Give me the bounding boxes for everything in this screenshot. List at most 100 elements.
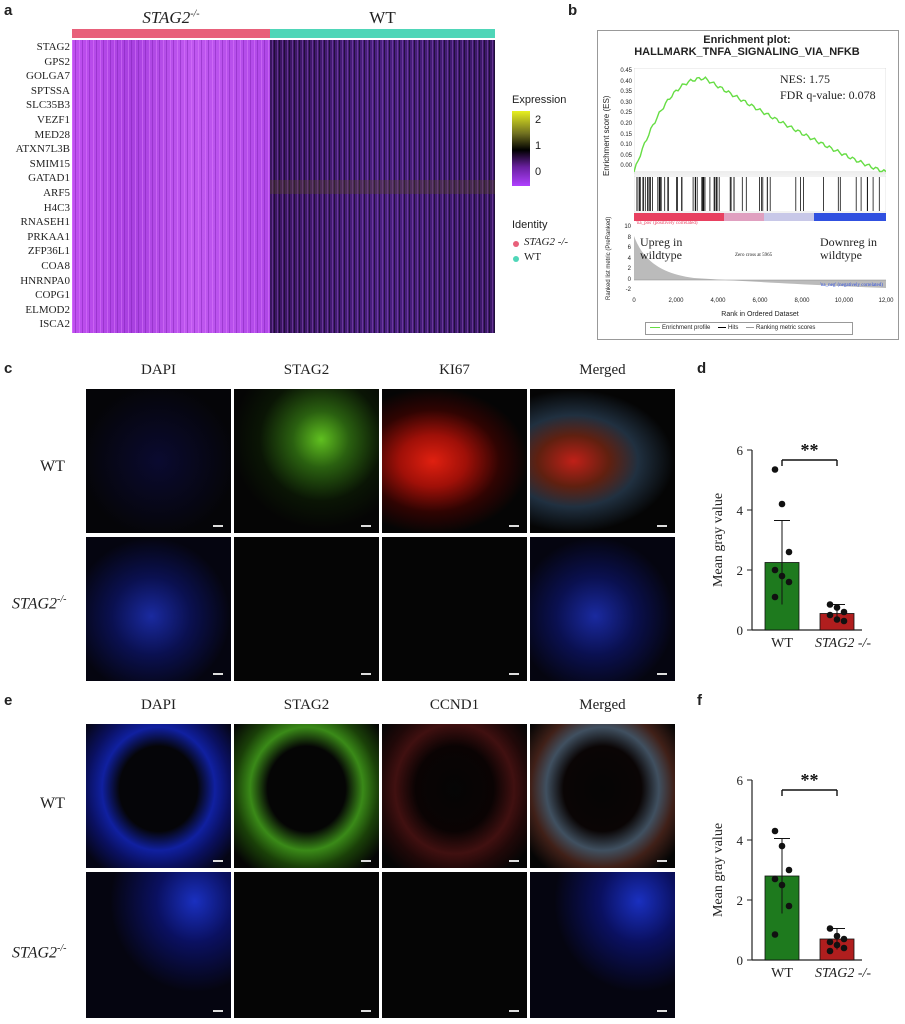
group-stag2-text: STAG2 bbox=[142, 8, 191, 27]
data-point bbox=[826, 611, 834, 619]
data-point bbox=[771, 566, 779, 574]
hits-area bbox=[634, 175, 886, 213]
gene-label: ARF5 bbox=[43, 187, 70, 199]
y-tick-label: 6 bbox=[737, 443, 744, 458]
data-point bbox=[785, 866, 793, 874]
expression-colorbar bbox=[512, 111, 530, 186]
data-point bbox=[833, 616, 841, 623]
es-tick-label: 0.35 bbox=[620, 89, 632, 96]
rank-bar-mid2 bbox=[764, 213, 814, 221]
c-row-stag2-text: STAG2 bbox=[12, 595, 58, 613]
data-point bbox=[785, 578, 793, 586]
data-point bbox=[840, 608, 848, 616]
c-col-stag2: STAG2 bbox=[283, 362, 330, 378]
gsea-x-label: Rank in Ordered Dataset bbox=[721, 311, 799, 318]
e-row-stag2-text: STAG2 bbox=[12, 944, 58, 962]
data-point bbox=[778, 572, 786, 580]
ranking-metric-area bbox=[634, 236, 886, 288]
enrichment-profile-line bbox=[634, 76, 886, 173]
e-wt-merged-image bbox=[530, 724, 675, 868]
category-label: STAG2 -/- bbox=[815, 636, 871, 651]
downreg-label: Downreg in wildtype bbox=[820, 235, 877, 262]
na-neg-label: 'na_neg' (negatively correlated) bbox=[820, 283, 883, 288]
gsea-x-tick-label: 0 bbox=[632, 298, 636, 304]
e-wt-dapi-image bbox=[86, 724, 231, 868]
identity-dot-stag2 bbox=[513, 241, 519, 247]
legend-profile-text: Enrichment profile bbox=[662, 325, 711, 331]
group-stag2-sup: -/- bbox=[190, 8, 200, 20]
data-point bbox=[826, 925, 834, 932]
c-col-ki67: KI67 bbox=[439, 362, 470, 378]
rank-tick-label: 2 bbox=[627, 266, 631, 272]
legend-tick-2: 2 bbox=[535, 114, 542, 126]
c-col-merged: Merged bbox=[579, 362, 626, 378]
c-ko-stag2-image bbox=[234, 537, 379, 681]
y-tick-label: 0 bbox=[737, 623, 744, 638]
c-row-stag2: STAG2-/- bbox=[12, 594, 67, 613]
rank-bar-pos bbox=[634, 213, 724, 221]
es-tick-label: 0.30 bbox=[620, 99, 632, 106]
identity-bar-wt bbox=[270, 29, 495, 38]
data-point bbox=[778, 500, 786, 508]
gene-label: ZFP36L1 bbox=[27, 245, 70, 258]
panel-b-label: b bbox=[568, 2, 578, 19]
gene-label: RNASEH1 bbox=[20, 216, 70, 229]
panel-a-label: a bbox=[4, 2, 13, 19]
gsea-x-tick-label: 12,00 bbox=[878, 298, 894, 304]
identity-item-wt: WT bbox=[524, 251, 542, 263]
c-ko-ki67-image bbox=[382, 537, 527, 681]
e-wt-ccnd1-image bbox=[382, 724, 527, 868]
data-point bbox=[826, 947, 834, 955]
e-col-ccnd1: CCND1 bbox=[429, 697, 480, 713]
panel-f-label: f bbox=[697, 692, 702, 709]
data-point bbox=[840, 935, 848, 943]
identity-item-stag2: STAG2 -/- bbox=[524, 236, 569, 248]
chart-d: 0 2 4 6 Mean gray value WT STAG2 -/- ** bbox=[711, 440, 871, 651]
c-ko-dapi-image bbox=[86, 537, 231, 681]
panel-d-label: d bbox=[697, 360, 707, 377]
c-row-wt: WT bbox=[40, 458, 65, 475]
data-point bbox=[826, 938, 834, 946]
panel-e-label: e bbox=[4, 692, 13, 709]
na-pos-label: 'na_pos' (positively correlated) bbox=[636, 221, 698, 226]
y-tick-label: 2 bbox=[737, 563, 744, 578]
e-row-stag2-sup: -/- bbox=[57, 943, 67, 954]
c-col-dapi: DAPI bbox=[140, 362, 176, 378]
es-tick-label: 0.25 bbox=[620, 110, 632, 117]
data-point bbox=[833, 604, 841, 611]
gene-label: STAG2 bbox=[36, 41, 70, 53]
panel-c-label: c bbox=[4, 360, 13, 377]
es-tick-label: 0.20 bbox=[620, 121, 632, 127]
legend-metric-swatch bbox=[746, 326, 755, 328]
rank-tick-label: 10 bbox=[624, 224, 631, 230]
data-point bbox=[833, 941, 841, 949]
legend-tick-0: 0 bbox=[535, 166, 542, 178]
e-ko-merged-image bbox=[530, 872, 675, 1018]
fdr-value: FDR q-value: 0.078 bbox=[780, 88, 876, 102]
e-wt-stag2-image bbox=[234, 724, 379, 868]
upreg-label: Upreg in wildtype bbox=[640, 235, 683, 262]
expression-legend-title: Expression bbox=[512, 94, 567, 106]
y-tick-label: 0 bbox=[737, 953, 744, 968]
data-point bbox=[771, 593, 779, 601]
es-tick-label: 0.00 bbox=[620, 163, 632, 170]
zero-cross-label: Zero cross at 5965 bbox=[735, 253, 773, 258]
data-point bbox=[771, 466, 779, 473]
chart-f: 0 2 4 6 Mean gray value WT STAG2 -/- ** bbox=[711, 770, 871, 981]
gene-label: COPG1 bbox=[35, 289, 70, 302]
c-wt-stag2-image bbox=[234, 389, 379, 533]
y-axis-label: Mean gray value bbox=[711, 823, 726, 917]
gene-label: VEZF1 bbox=[37, 114, 70, 126]
gsea-x-tick-label: 4,000 bbox=[710, 298, 726, 304]
data-point bbox=[778, 881, 786, 889]
gsea-title: Enrichment plot: HALLMARK_TNFA_SIGNALING… bbox=[597, 34, 897, 58]
gsea-x-tick-label: 2,000 bbox=[668, 298, 684, 304]
gene-label: GOLGA7 bbox=[26, 70, 70, 83]
y-tick-label: 2 bbox=[737, 893, 744, 908]
gene-label: COA8 bbox=[41, 260, 70, 272]
gene-label: ISCA2 bbox=[39, 318, 70, 331]
rank-tick-label: -2 bbox=[625, 287, 631, 293]
rank-bar-neg bbox=[814, 213, 886, 221]
nes-value: NES: 1.75 bbox=[780, 72, 831, 86]
gsea-title-line1: Enrichment plot: bbox=[703, 34, 791, 46]
